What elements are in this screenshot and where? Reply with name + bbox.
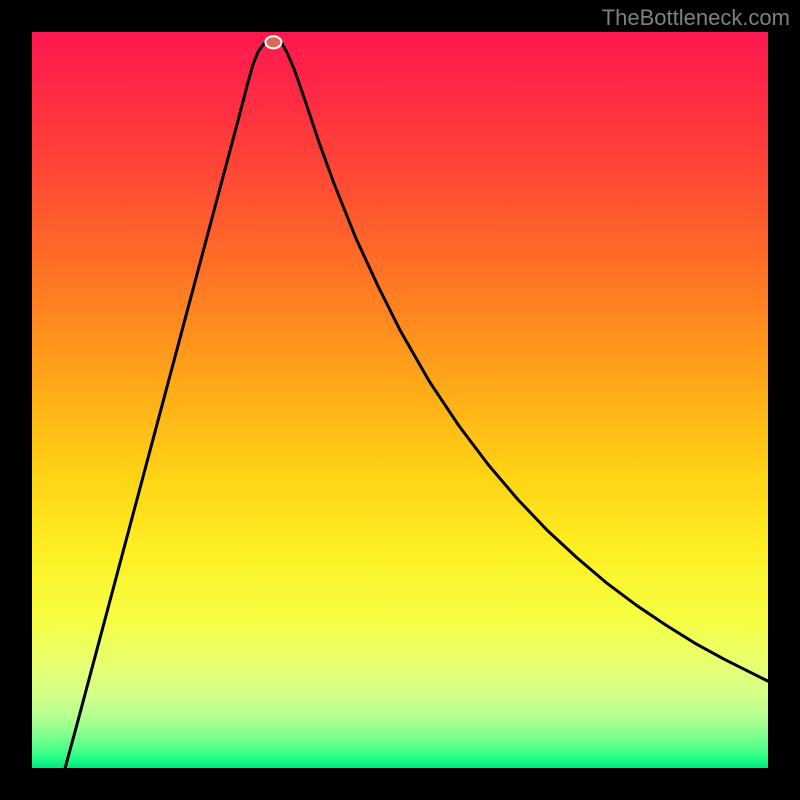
plot-area [32, 32, 768, 768]
watermark: TheBottleneck.com [602, 5, 790, 30]
bottleneck-chart: TheBottleneck.com [0, 0, 800, 800]
marker-dot [265, 36, 281, 48]
